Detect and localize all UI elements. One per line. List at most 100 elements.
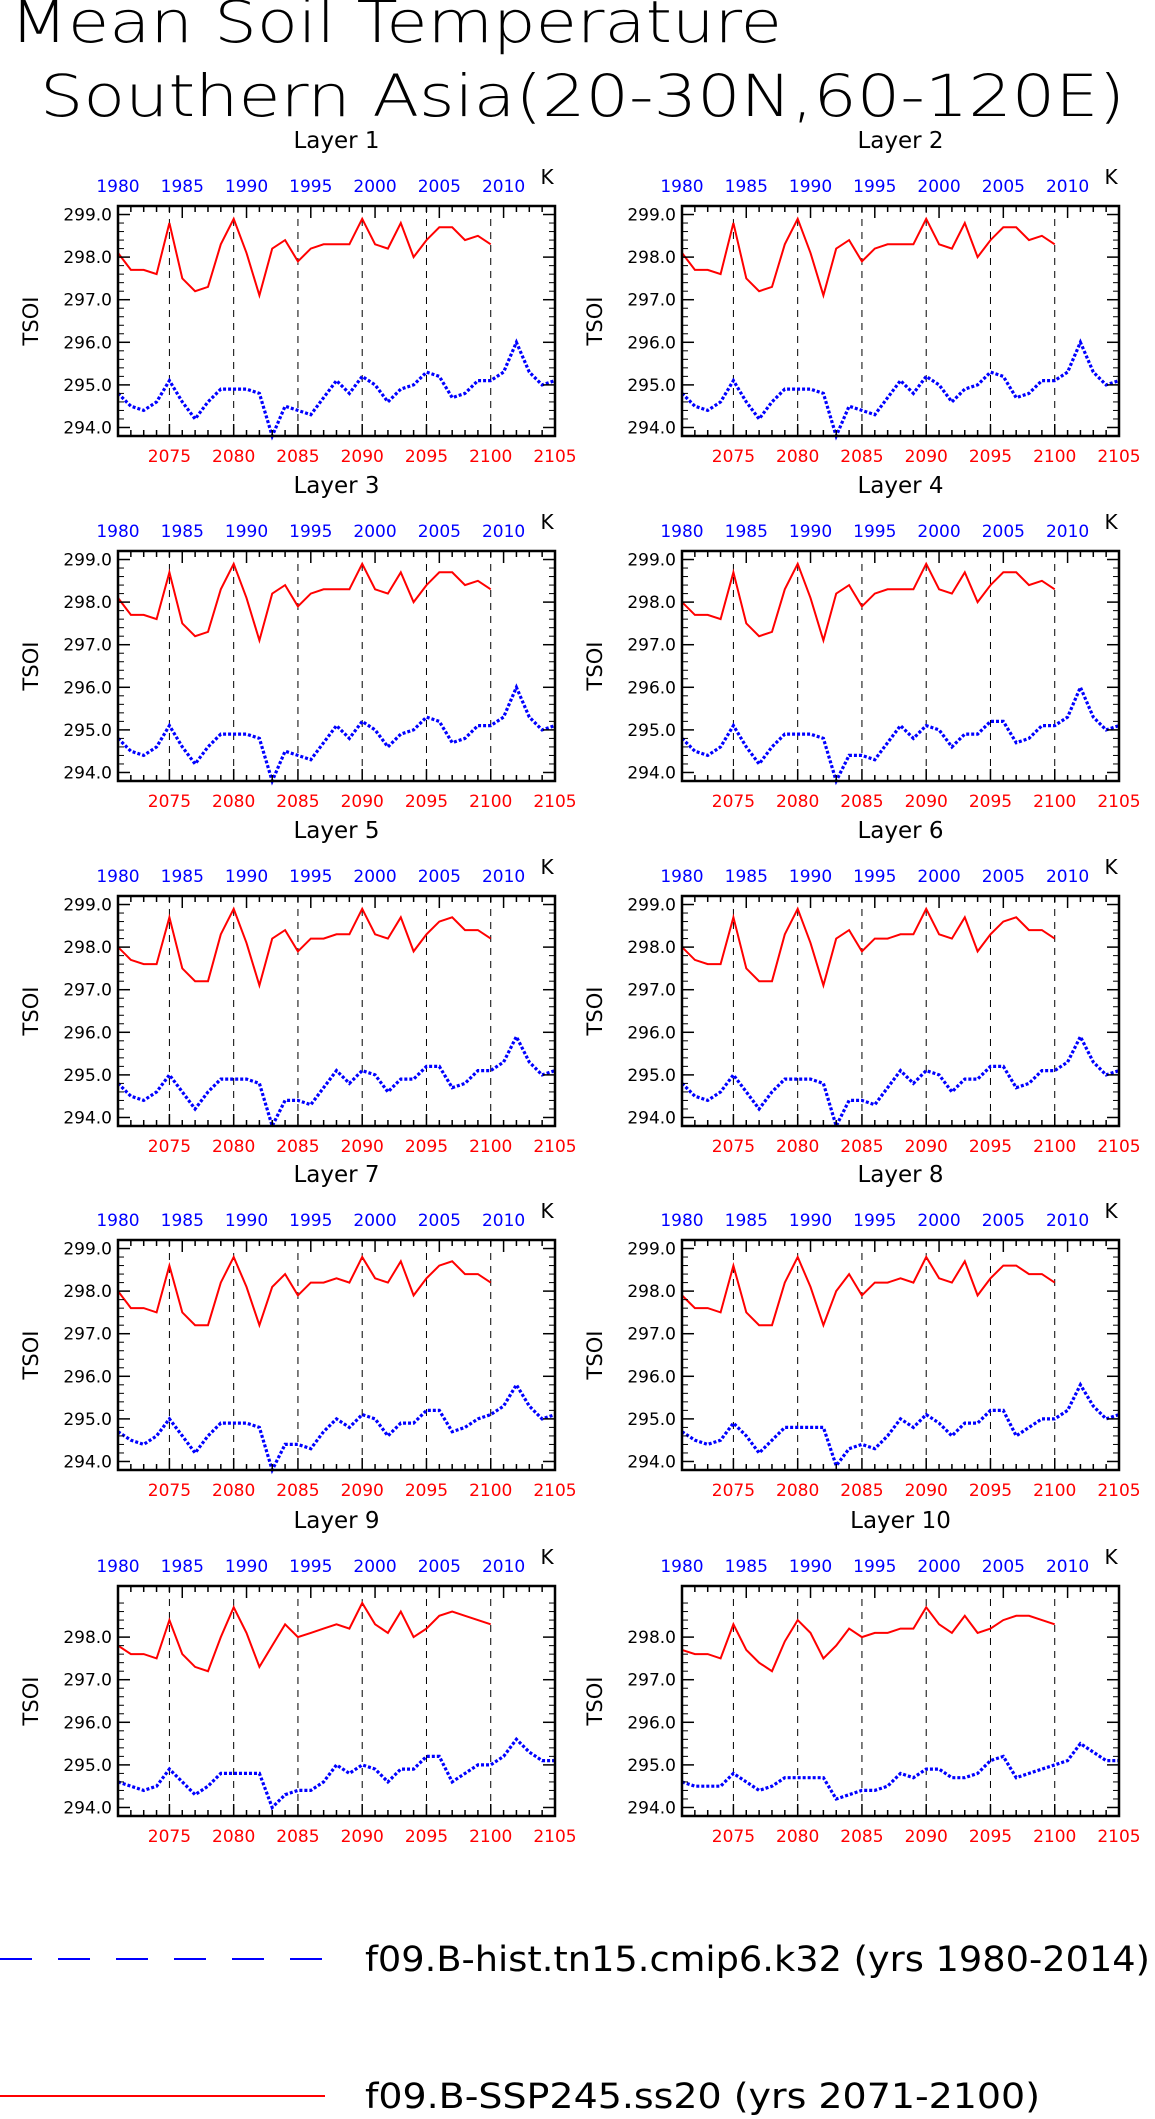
x-top-tick-label: 2005 xyxy=(982,522,1025,542)
x-bottom-tick-label: 2100 xyxy=(1033,1827,1076,1847)
y-tick-label: 294.0 xyxy=(627,1798,676,1818)
y-tick-label: 294.0 xyxy=(63,1798,112,1818)
x-top-tick-label: 1995 xyxy=(853,1211,896,1231)
x-top-tick-label: 2010 xyxy=(482,1211,525,1231)
x-bottom-tick-label: 2075 xyxy=(712,1137,755,1157)
chart-panel-8: Layer 8 2075 2080 2085 2090 2095 2100 2105 1980 1… xyxy=(583,1162,1141,1501)
x-top-tick-label: 2010 xyxy=(1046,177,1089,197)
x-top-tick-label: 1980 xyxy=(660,1557,703,1577)
x-bottom-tick-label: 2090 xyxy=(341,792,384,812)
series-line-hist xyxy=(681,1741,1119,1801)
x-top-tick-label: 1990 xyxy=(225,867,268,887)
x-top-tick-label: 2000 xyxy=(353,1211,396,1231)
y-tick-label: 299.0 xyxy=(627,551,676,571)
y-axis-label: TSOI xyxy=(583,1331,607,1381)
y-tick-label: 296.0 xyxy=(627,1023,676,1043)
y-tick-label: 298.0 xyxy=(63,938,112,958)
y-tick-label: 295.0 xyxy=(627,1066,676,1086)
x-bottom-tick-label: 2075 xyxy=(148,1137,191,1157)
x-top-tick-label: 2010 xyxy=(482,1557,525,1577)
y-tick-label: 298.0 xyxy=(627,593,676,613)
plot-frame xyxy=(680,1584,1121,1818)
x-bottom-tick-label: 2085 xyxy=(840,792,883,812)
x-top-tick-label: 1995 xyxy=(853,522,896,542)
y-tick-label: 298.0 xyxy=(627,1282,676,1302)
x-bottom-tick-label: 2090 xyxy=(341,447,384,467)
x-bottom-tick-label: 2100 xyxy=(469,1137,512,1157)
y-tick-label: 295.0 xyxy=(63,721,112,741)
chart-panel-2: Layer 2 2075 2080 2085 2090 2095 2100 2105 1980 1… xyxy=(583,128,1141,467)
chart-panel-4: Layer 4 2075 2080 2085 2090 2095 2100 2105 1980 1… xyxy=(583,473,1141,812)
figure-title-line-1: Mean Soil Temperature xyxy=(10,0,782,56)
chart-panel-3: Layer 3 2075 2080 2085 2090 2095 2100 2105 1980 1… xyxy=(19,473,577,812)
y-axis-label: TSOI xyxy=(19,1677,43,1727)
x-bottom-tick-label: 2105 xyxy=(533,447,576,467)
y-tick-label: 294.0 xyxy=(63,418,112,438)
x-top-tick-label: 1990 xyxy=(789,1211,832,1231)
x-top-tick-label: 1990 xyxy=(225,1211,268,1231)
series-line-ssp245 xyxy=(681,216,1056,300)
chart-panel-9: Layer 9 2075 2080 2085 2090 2095 2100 2105 1980 1… xyxy=(19,1508,577,1847)
y-axis-label: TSOI xyxy=(19,642,43,692)
x-bottom-tick-label: 2100 xyxy=(469,792,512,812)
x-bottom-tick-label: 2090 xyxy=(905,1827,948,1847)
y-tick-label: 297.0 xyxy=(63,291,112,311)
x-bottom-tick-label: 2075 xyxy=(148,792,191,812)
x-top-tick-label: 1980 xyxy=(660,1211,703,1231)
x-bottom-tick-label: 2085 xyxy=(840,1137,883,1157)
y-tick-label: 298.0 xyxy=(627,1628,676,1648)
y-tick-label: 295.0 xyxy=(63,1756,112,1776)
y-axis-label: TSOI xyxy=(583,987,607,1037)
units-label: K xyxy=(540,855,554,879)
y-tick-label: 296.0 xyxy=(63,678,112,698)
x-bottom-tick-label: 2090 xyxy=(341,1827,384,1847)
y-tick-label: 296.0 xyxy=(63,1367,112,1387)
y-tick-label: 295.0 xyxy=(63,1066,112,1086)
x-top-tick-label: 1990 xyxy=(225,1557,268,1577)
x-bottom-tick-label: 2105 xyxy=(1097,1481,1140,1501)
x-top-tick-label: 1985 xyxy=(161,867,204,887)
series-line-hist xyxy=(117,1381,556,1475)
x-top-tick-label: 2010 xyxy=(482,522,525,542)
series-line-hist xyxy=(680,683,1120,786)
y-tick-label: 296.0 xyxy=(63,1713,112,1733)
series-line-ssp245 xyxy=(117,561,492,645)
panel-title: Layer 10 xyxy=(850,1508,951,1534)
series-line-ssp245 xyxy=(681,1605,1056,1673)
series-line-ssp245 xyxy=(117,1254,492,1329)
chart-panel-5: Layer 5 2075 2080 2085 2090 2095 2100 2105 1980 1… xyxy=(19,818,577,1157)
y-tick-label: 298.0 xyxy=(627,938,676,958)
x-top-tick-label: 2000 xyxy=(917,522,960,542)
x-bottom-tick-label: 2080 xyxy=(212,1137,255,1157)
x-bottom-tick-label: 2100 xyxy=(469,1827,512,1847)
x-top-tick-label: 1995 xyxy=(853,1557,896,1577)
x-top-tick-label: 1990 xyxy=(789,867,832,887)
x-top-tick-label: 2010 xyxy=(1046,522,1089,542)
y-tick-label: 295.0 xyxy=(627,376,676,396)
x-top-tick-label: 2000 xyxy=(917,1211,960,1231)
y-tick-label: 299.0 xyxy=(63,896,112,916)
chart-panel-7: Layer 7 2075 2080 2085 2090 2095 2100 2105 1980 1… xyxy=(19,1162,577,1501)
x-bottom-tick-label: 2085 xyxy=(840,447,883,467)
x-top-tick-label: 1985 xyxy=(161,522,204,542)
panel-title: Layer 3 xyxy=(293,473,379,499)
panel-title: Layer 1 xyxy=(293,128,379,154)
x-bottom-tick-label: 2075 xyxy=(148,1481,191,1501)
x-bottom-tick-label: 2075 xyxy=(148,447,191,467)
y-tick-label: 297.0 xyxy=(63,981,112,1001)
x-top-tick-label: 1985 xyxy=(725,177,768,197)
x-bottom-tick-label: 2080 xyxy=(212,1827,255,1847)
units-label: K xyxy=(540,510,554,534)
x-bottom-tick-label: 2095 xyxy=(969,792,1012,812)
units-label: K xyxy=(540,165,554,189)
x-top-tick-label: 2010 xyxy=(482,867,525,887)
y-tick-label: 299.0 xyxy=(63,551,112,571)
x-bottom-tick-label: 2075 xyxy=(712,447,755,467)
figure-title-line-2: Southern Asia(20-30N,60-120E) xyxy=(40,62,1125,130)
x-top-tick-label: 1985 xyxy=(725,1211,768,1231)
x-top-tick-label: 1980 xyxy=(96,867,139,887)
y-tick-label: 294.0 xyxy=(627,763,676,783)
y-tick-label: 297.0 xyxy=(63,1325,112,1345)
x-top-tick-label: 2005 xyxy=(418,177,461,197)
